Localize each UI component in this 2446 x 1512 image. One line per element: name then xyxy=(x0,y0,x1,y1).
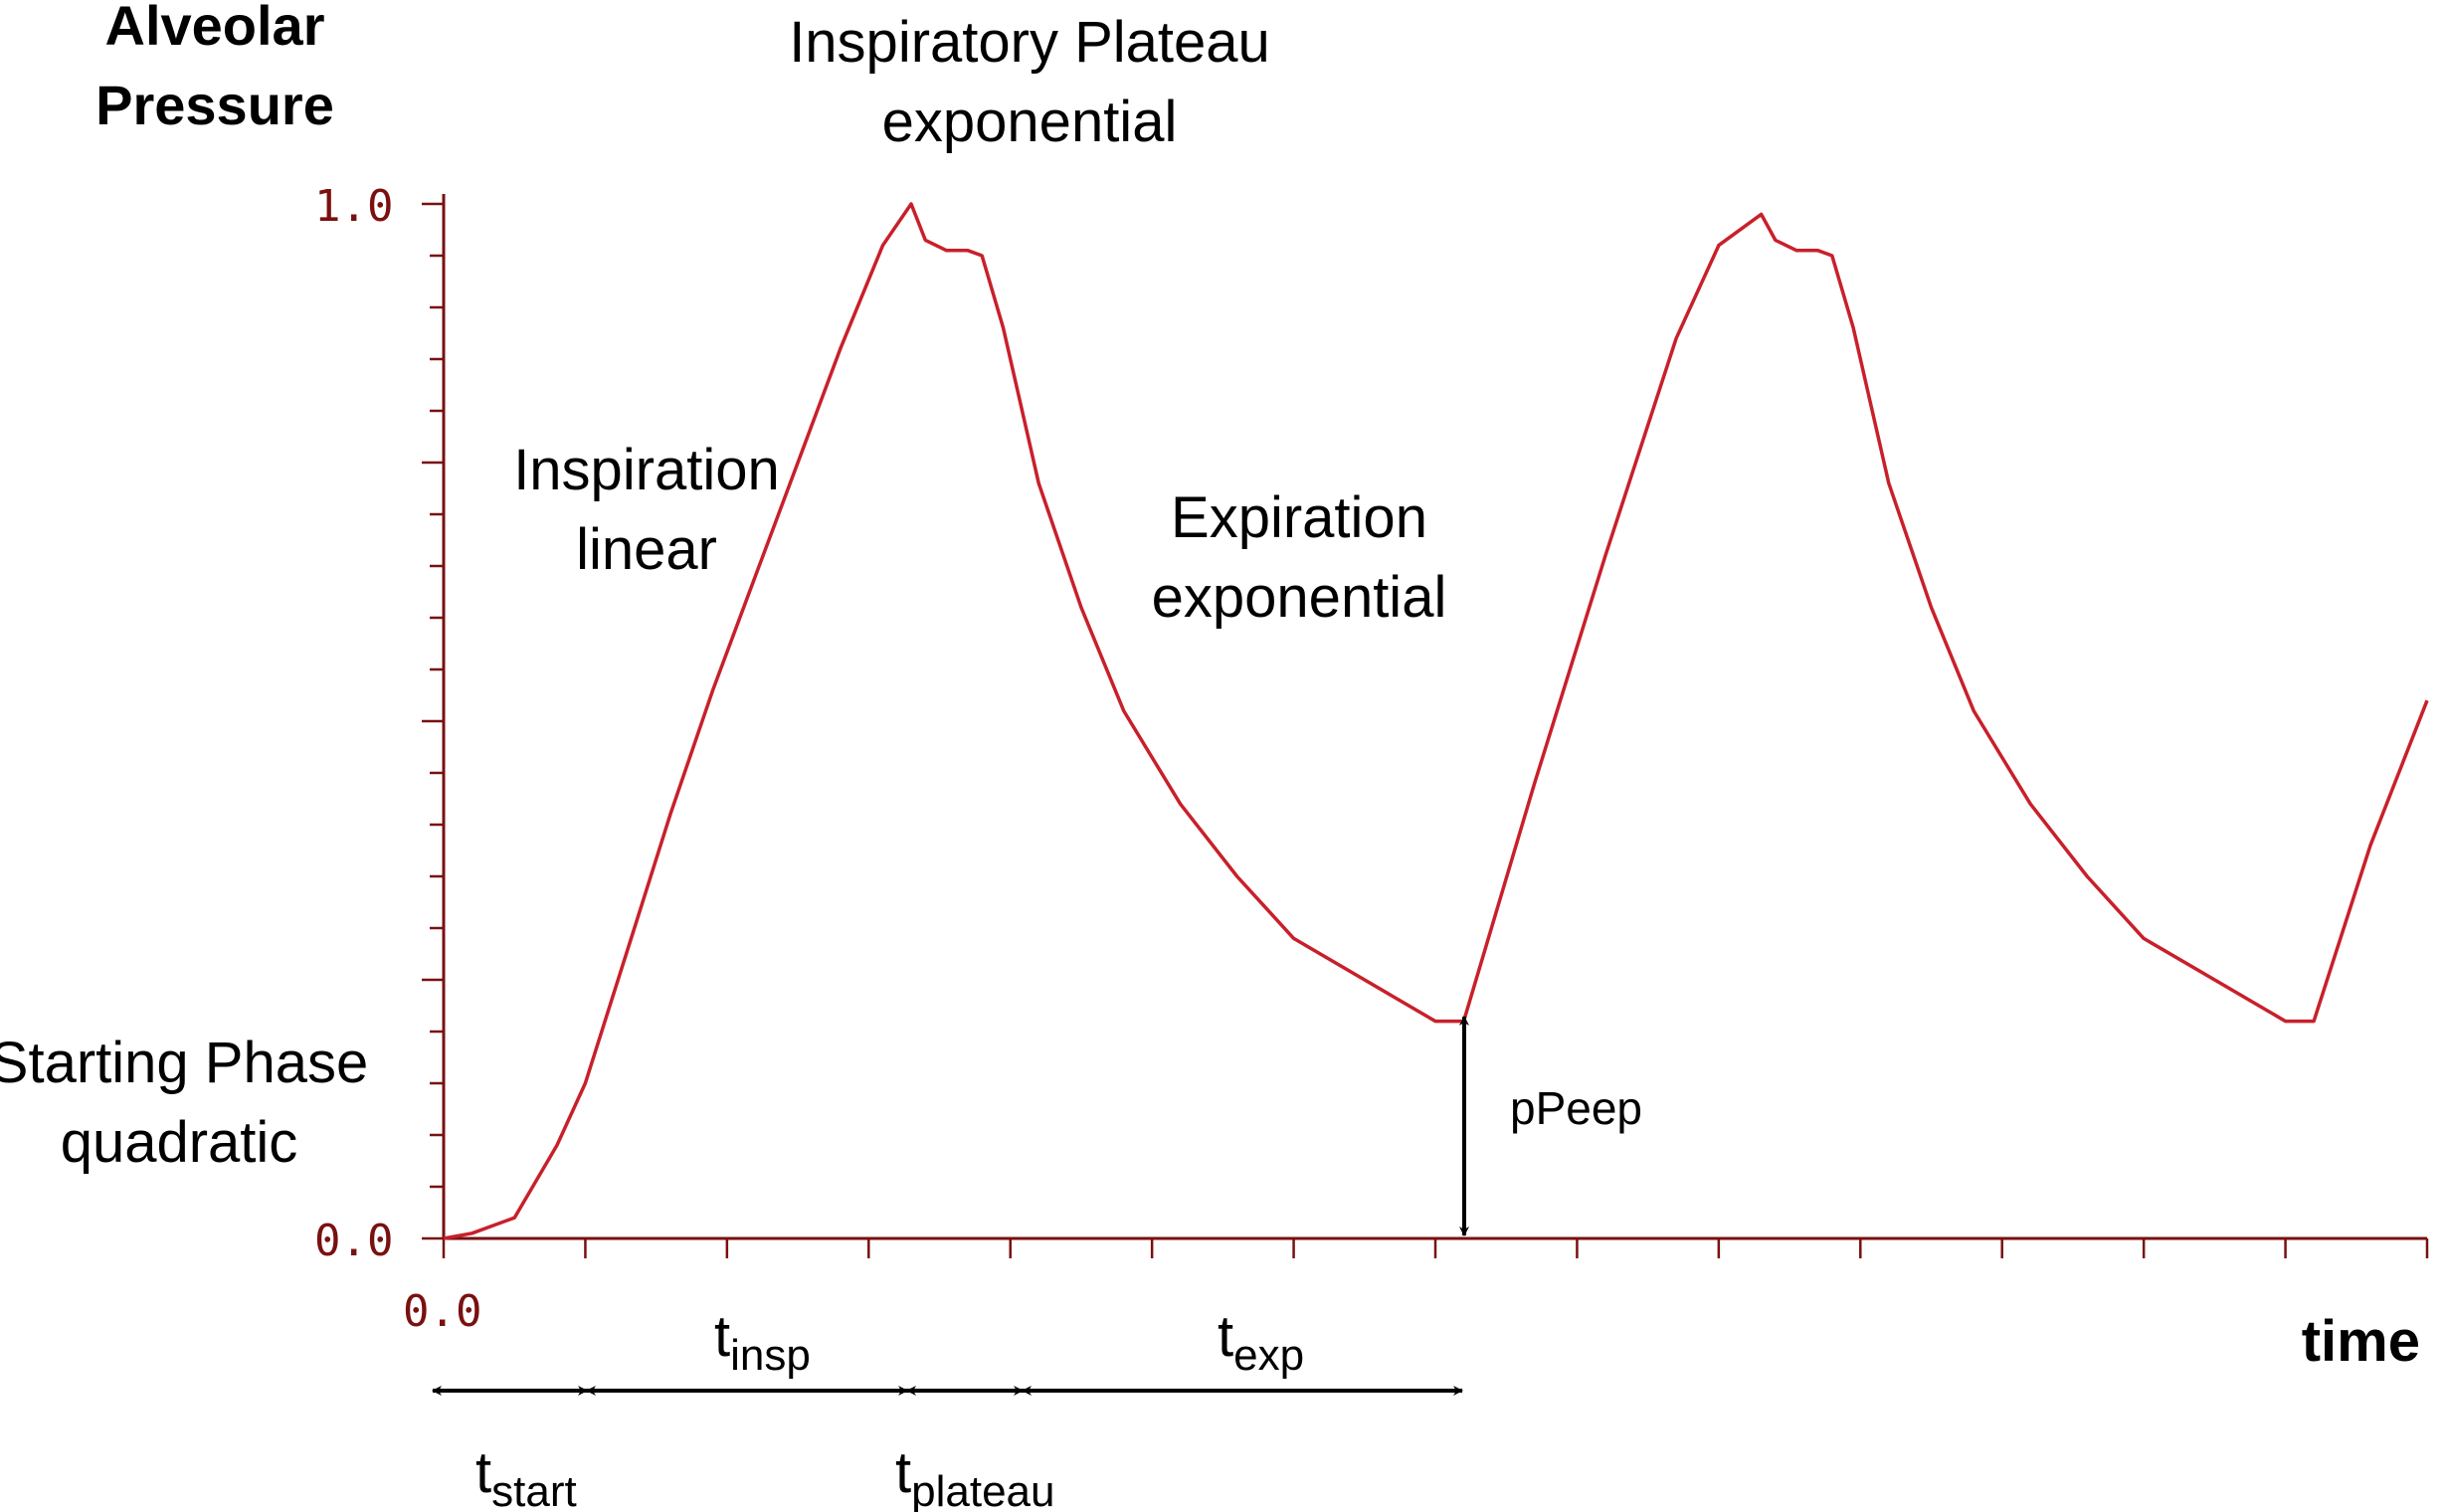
texp-sub: exp xyxy=(1233,1331,1304,1380)
texp-base: t xyxy=(1218,1304,1233,1369)
annotation-expiration-line1: Expiration xyxy=(1171,485,1427,550)
x-axis-title: time xyxy=(2302,1309,2420,1374)
interval-label-texp: texp xyxy=(1218,1304,1304,1380)
pressure-curve xyxy=(443,202,2429,1240)
annotation-expiration-line2: exponential xyxy=(1152,565,1447,630)
interval-label-tinsp: tinsp xyxy=(714,1304,811,1380)
y-axis-ticks xyxy=(422,202,444,1240)
annotation-inspiration-line2: linear xyxy=(576,517,717,582)
x-axis-ticks xyxy=(442,1238,2429,1258)
y-tick-label-bottom: 0.0 xyxy=(314,1216,393,1266)
tplateau-base: t xyxy=(895,1440,911,1505)
annotation-plateau-line1: Inspiratory Plateau xyxy=(789,10,1270,75)
annotation-inspiration-line1: Inspiration xyxy=(513,438,780,502)
annotation-plateau-line2: exponential xyxy=(882,90,1178,154)
interval-label-tstart: tstart xyxy=(475,1440,577,1512)
tstart-base: t xyxy=(475,1440,491,1505)
x-tick-label-origin: 0.0 xyxy=(403,1286,481,1337)
y-tick-label-top: 1.0 xyxy=(314,181,393,232)
tstart-sub: start xyxy=(491,1467,577,1512)
tinsp-sub: insp xyxy=(730,1331,811,1380)
y-axis-title-line1: Alveolar xyxy=(105,0,325,57)
tplateau-sub: plateau xyxy=(911,1467,1054,1512)
annotation-start-line2: quadratic xyxy=(61,1110,298,1175)
annotation-ppeep: pPeep xyxy=(1510,1082,1642,1134)
annotation-start-line1: Starting Phase xyxy=(0,1031,368,1095)
interval-label-tplateau: tplateau xyxy=(895,1440,1054,1512)
y-axis-title-line2: Pressure xyxy=(95,74,334,136)
tinsp-base: t xyxy=(714,1304,730,1369)
axes xyxy=(422,194,2429,1258)
